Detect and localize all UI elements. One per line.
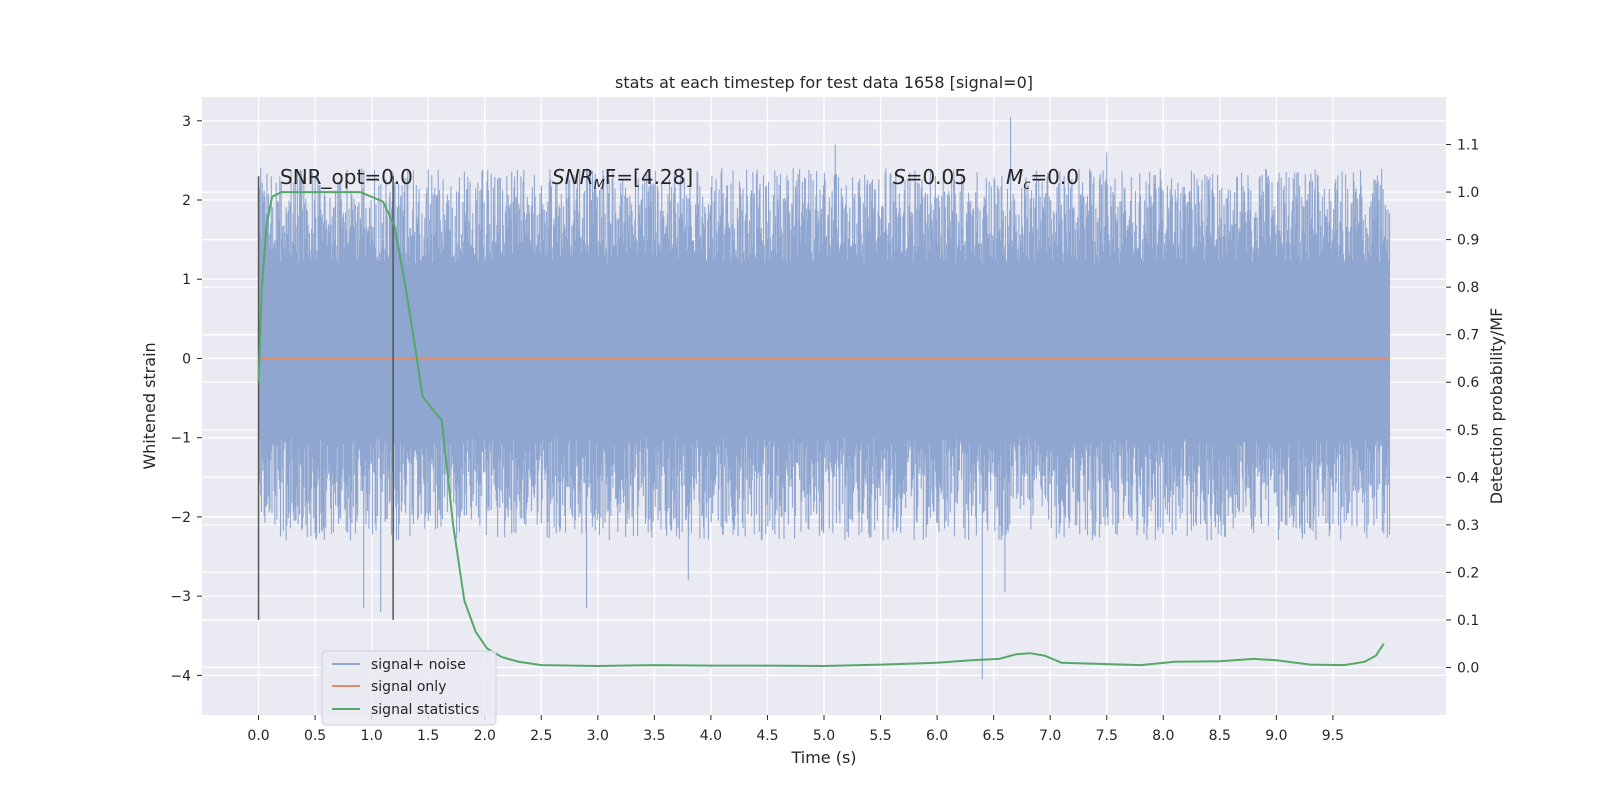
vertical-markers xyxy=(257,176,394,620)
series-signal-statistics xyxy=(257,191,1385,668)
annotation-s: S=0.05 xyxy=(893,165,967,189)
legend-label-signal-only: signal only xyxy=(371,679,446,695)
x-tick-label: 8.0 xyxy=(1152,728,1174,744)
x-tick-label: 2.0 xyxy=(474,728,496,744)
legend: signal+ noise signal only signal statist… xyxy=(321,650,497,726)
x-tick-label: 1.5 xyxy=(417,728,439,744)
y2-tick-label: 0.1 xyxy=(1457,613,1479,629)
y-tick-label: −3 xyxy=(170,589,191,605)
x-tick-label: 6.0 xyxy=(926,728,948,744)
x-tick-label: 6.5 xyxy=(983,728,1005,744)
y-tick-label: 0 xyxy=(182,351,191,367)
x-tick-label: 0.5 xyxy=(304,728,326,744)
annotation-snr-mf: SNRMF=[4.28] xyxy=(552,165,693,193)
legend-label-signal-plus-noise: signal+ noise xyxy=(371,657,466,673)
y2-tick-label: 0.9 xyxy=(1457,233,1479,249)
y2-tick-label: 0.7 xyxy=(1457,328,1479,344)
y2-tick-label: 0.5 xyxy=(1457,423,1479,439)
x-tick-label: 1.0 xyxy=(361,728,383,744)
y-tick-label: 1 xyxy=(182,272,191,288)
y-tick-label: −4 xyxy=(170,668,191,684)
x-tick-label: 0.0 xyxy=(247,728,269,744)
x-tick-label: 5.5 xyxy=(869,728,891,744)
annotation-mc: Mc=0.0 xyxy=(1006,165,1079,193)
y2-tick-label: 0.6 xyxy=(1457,375,1479,391)
y2-tick-label: 0.3 xyxy=(1457,518,1479,534)
x-tick-label: 7.5 xyxy=(1096,728,1118,744)
x-tick-label: 7.0 xyxy=(1039,728,1061,744)
annotation-snr-opt: SNR_opt=0.0 xyxy=(280,165,413,189)
x-tick-label: 3.5 xyxy=(643,728,665,744)
y2-tick-label: 0.4 xyxy=(1457,470,1479,486)
y-tick-label: 2 xyxy=(182,193,191,209)
legend-label-signal-statistics: signal statistics xyxy=(371,702,479,718)
axis-ticks: 0.0 0.5 1.0 1.5 2.0 2.5 3.0 3.5 4.0 4.5 5.0 5.5 6.0 6… xyxy=(170,114,1479,744)
x-tick-label: 9.0 xyxy=(1265,728,1287,744)
y2-tick-label: 1.0 xyxy=(1457,185,1479,201)
y2-tick-label: 1.1 xyxy=(1457,138,1479,154)
x-tick-label: 2.5 xyxy=(530,728,552,744)
series-signal-plus-noise xyxy=(257,116,1391,680)
x-tick-label: 3.0 xyxy=(587,728,609,744)
x-tick-label: 4.0 xyxy=(700,728,722,744)
y-tick-label: 3 xyxy=(182,114,191,130)
x-axis-label: Time (s) xyxy=(790,748,856,767)
y2-tick-label: 0.8 xyxy=(1457,280,1479,296)
y-tick-label: −2 xyxy=(170,510,191,526)
legend-box xyxy=(321,650,497,726)
x-tick-label: 8.5 xyxy=(1209,728,1231,744)
y-tick-label: −1 xyxy=(170,431,191,447)
x-tick-label: 5.0 xyxy=(813,728,835,744)
x-tick-label: 4.5 xyxy=(756,728,778,744)
y2-axis-label: Detection probability/MF xyxy=(1487,308,1506,505)
y2-tick-label: 0.0 xyxy=(1457,660,1479,676)
y-axis-label: Whitened strain xyxy=(140,342,159,469)
y2-tick-label: 0.2 xyxy=(1457,565,1479,581)
chart-title: stats at each timestep for test data 165… xyxy=(615,73,1033,92)
x-tick-label: 9.5 xyxy=(1322,728,1344,744)
